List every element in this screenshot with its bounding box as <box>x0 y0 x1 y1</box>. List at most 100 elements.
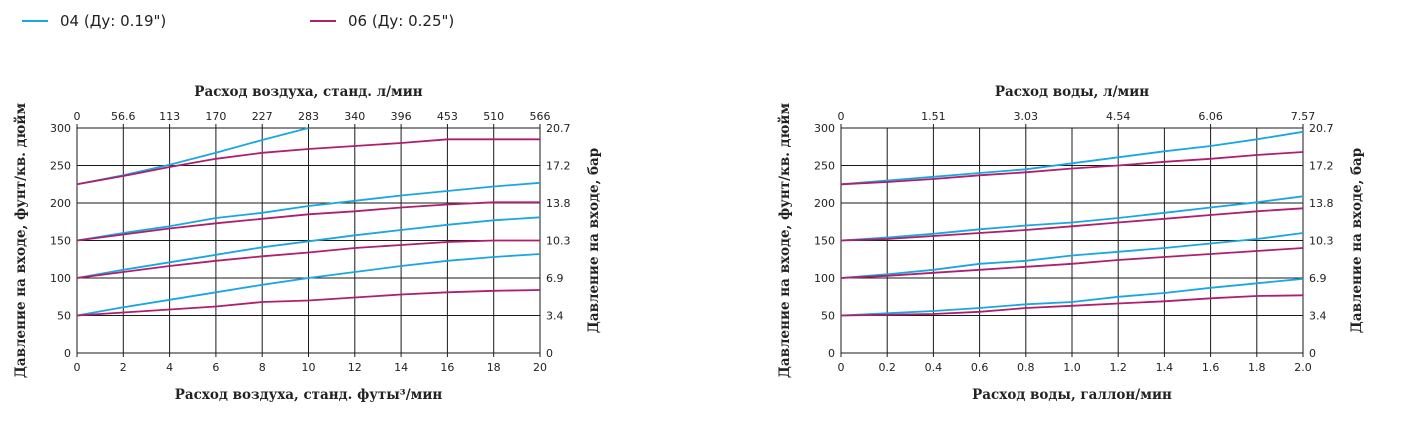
x-tick-label: 1.0 <box>1063 361 1081 374</box>
x2-tick-label: 170 <box>205 110 226 123</box>
y-tick-label: 50 <box>821 310 835 323</box>
y2-tick-label: 3.4 <box>1309 310 1327 323</box>
y-axis-title: Давление на входе, фунт/кв. дюйм <box>13 103 29 379</box>
x2-tick-label: 566 <box>530 110 551 123</box>
y2-tick-label: 0 <box>546 347 553 360</box>
x2-tick-label: 6.06 <box>1198 110 1223 123</box>
x-tick-label: 1.4 <box>1156 361 1174 374</box>
y-tick-label: 0 <box>828 347 835 360</box>
y2-axis-title: Давление на входе, бар <box>1349 148 1365 333</box>
series-line-06 <box>76 201 540 242</box>
series-line-06 <box>840 207 1304 242</box>
legend-swatch-06 <box>310 20 336 22</box>
y2-tick-label: 6.9 <box>1309 272 1327 285</box>
y-tick-label: 100 <box>50 272 71 285</box>
x-tick-label: 1.2 <box>1109 361 1127 374</box>
x2-tick-label: 510 <box>483 110 504 123</box>
x-tick-label: 0 <box>838 361 845 374</box>
x-tick-label: 4 <box>166 361 173 374</box>
x2-tick-label: 396 <box>391 110 412 123</box>
y2-tick-label: 20.7 <box>546 122 571 135</box>
x2-tick-label: 113 <box>159 110 180 123</box>
x2-tick-label: 7.57 <box>1291 110 1316 123</box>
series-line-04 <box>76 181 541 242</box>
series-line-04 <box>840 195 1304 242</box>
y-tick-label: 300 <box>50 122 71 135</box>
y-tick-label: 150 <box>50 235 71 248</box>
x-tick-label: 20 <box>533 361 547 374</box>
x-tick-label: 0.8 <box>1017 361 1035 374</box>
y2-tick-label: 10.3 <box>1309 235 1334 248</box>
series-line-04 <box>76 127 309 186</box>
series-line-06 <box>76 138 540 186</box>
x2-tick-label: 3.03 <box>1014 110 1039 123</box>
x-tick-label: 6 <box>212 361 219 374</box>
series-line-04 <box>840 232 1304 279</box>
legend-label-06: 06 (Ду: 0.25") <box>348 12 455 30</box>
y2-axis-title: Давление на входе, бар <box>586 148 602 333</box>
x2-tick-label: 453 <box>437 110 458 123</box>
x-tick-label: 14 <box>394 361 408 374</box>
x-tick-label: 1.6 <box>1202 361 1220 374</box>
x2-tick-label: 1.51 <box>921 110 946 123</box>
x-axis-title: Расход воды, галлон/мин <box>972 387 1172 403</box>
y-tick-label: 250 <box>50 160 71 173</box>
x2-tick-label: 283 <box>298 110 319 123</box>
x-tick-label: 10 <box>302 361 316 374</box>
y-tick-label: 150 <box>814 235 835 248</box>
series-line-06 <box>76 289 541 317</box>
series-line-04 <box>840 277 1304 317</box>
y-axis-title: Давление на входе, фунт/кв. дюйм <box>777 103 793 379</box>
x-tick-label: 0.4 <box>925 361 943 374</box>
y-tick-label: 200 <box>814 197 835 210</box>
y2-tick-label: 17.2 <box>1309 160 1334 173</box>
x-tick-label: 16 <box>440 361 454 374</box>
x2-tick-label: 4.54 <box>1106 110 1131 123</box>
x-tick-label: 12 <box>348 361 362 374</box>
x2-axis-title: Расход воды, л/мин <box>995 84 1149 100</box>
y2-tick-label: 13.8 <box>1309 197 1334 210</box>
x-tick-label: 18 <box>487 361 501 374</box>
y2-tick-label: 3.4 <box>546 310 564 323</box>
legend-label-04: 04 (Ду: 0.19") <box>60 12 167 30</box>
y-tick-label: 50 <box>57 310 71 323</box>
chart-water: 0 0.2 0.4 0.6 0.8 1.0 1.2 1.4 1.6 1.8 2.00 1.51 3.03… <box>777 84 1365 403</box>
x2-tick-label: 340 <box>344 110 365 123</box>
y-tick-label: 0 <box>64 347 71 360</box>
legend-item-06: 06 (Ду: 0.25") <box>310 12 454 30</box>
x2-tick-label: 56.6 <box>111 110 136 123</box>
legend-item-04: 04 (Ду: 0.19") <box>22 12 310 30</box>
x-tick-label: 2 <box>120 361 127 374</box>
series-line-06 <box>840 151 1304 186</box>
chart-air: 0 2 4 6 8 10 12 14 16 18 200 56.6 113 170 227 283 340 396… <box>13 84 602 403</box>
x2-tick-label: 0 <box>838 110 845 123</box>
series-line-04 <box>76 253 541 317</box>
series-line-04 <box>840 130 1304 186</box>
y-tick-label: 100 <box>814 272 835 285</box>
x-tick-label: 0.2 <box>878 361 896 374</box>
series-line-06 <box>840 294 1304 317</box>
y2-tick-label: 17.2 <box>546 160 571 173</box>
x2-tick-label: 227 <box>252 110 273 123</box>
y2-tick-label: 6.9 <box>546 272 564 285</box>
x-tick-label: 2.0 <box>1294 361 1312 374</box>
x-tick-label: 1.8 <box>1248 361 1266 374</box>
y-tick-label: 200 <box>50 197 71 210</box>
series-line-06 <box>76 239 540 279</box>
x2-axis-title: Расход воздуха, станд. л/мин <box>194 84 423 100</box>
x-tick-label: 0.6 <box>971 361 989 374</box>
legend-swatch-04 <box>22 20 48 22</box>
y2-tick-label: 10.3 <box>546 235 571 248</box>
x-tick-label: 0 <box>74 361 81 374</box>
y-tick-label: 300 <box>814 122 835 135</box>
y-tick-label: 250 <box>814 160 835 173</box>
y2-tick-label: 13.8 <box>546 197 571 210</box>
y2-tick-label: 20.7 <box>1309 122 1334 135</box>
x-axis-title: Расход воздуха, станд. футы³/мин <box>175 387 443 403</box>
y2-tick-label: 0 <box>1309 347 1316 360</box>
series-line-06 <box>840 247 1304 279</box>
series-line-04 <box>76 216 541 279</box>
legend: 04 (Ду: 0.19") 06 (Ду: 0.25") <box>22 12 454 30</box>
x-tick-label: 8 <box>259 361 266 374</box>
